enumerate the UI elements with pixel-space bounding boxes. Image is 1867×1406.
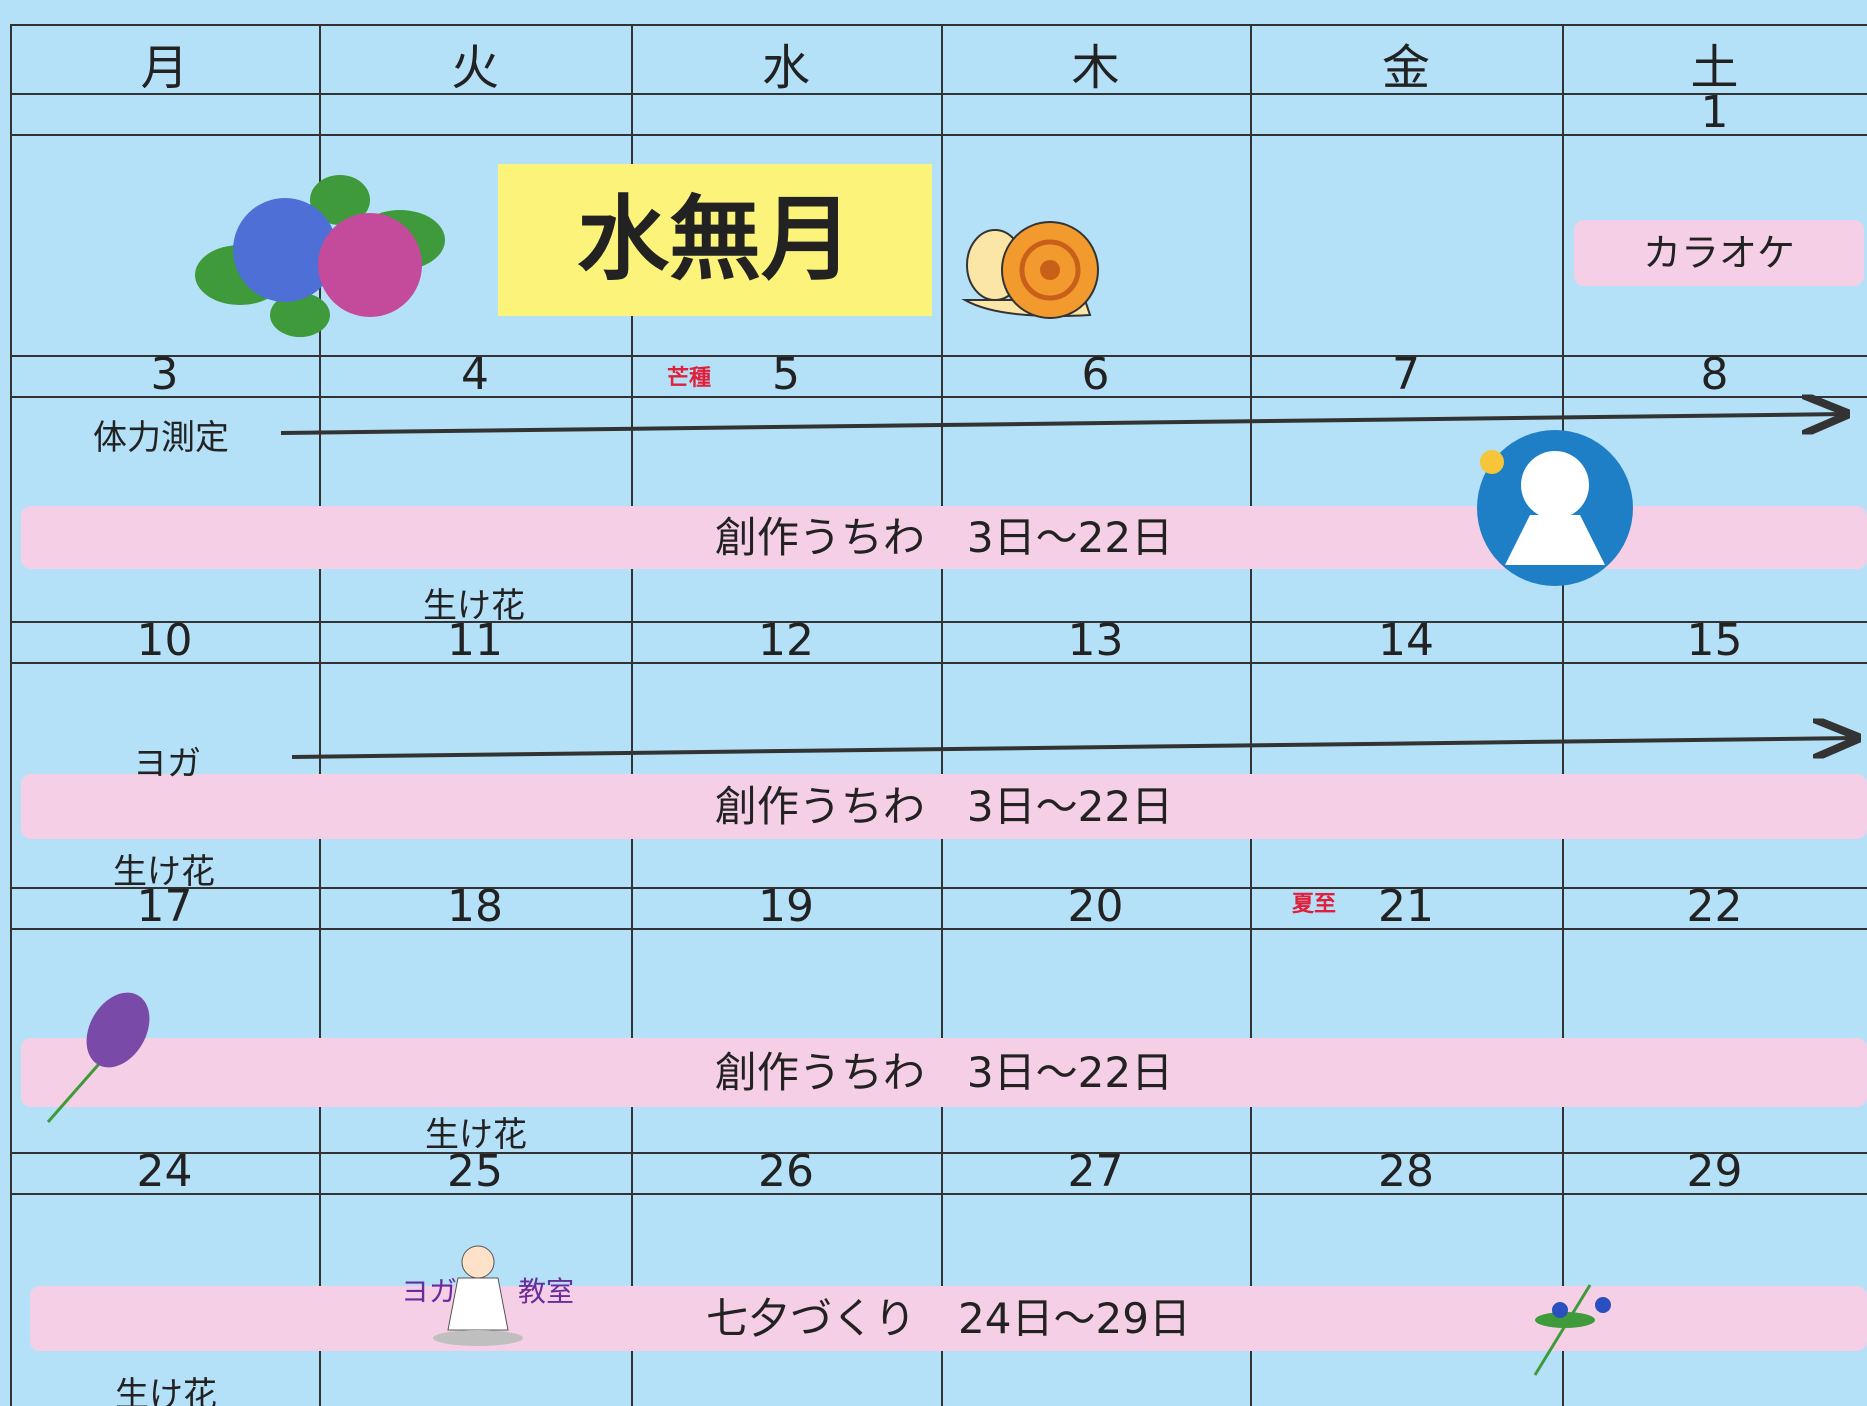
weekday: 土 [1690,40,1739,96]
column-line [319,24,321,1406]
event-banner: 創作うちわ 3日～22日 [21,774,1867,839]
column-line [631,24,633,1406]
row-line [10,355,1867,357]
day-number: 3 [150,349,179,400]
weekday: 木 [1071,40,1120,96]
day-number: 12 [758,615,814,666]
weekday: 月 [140,40,189,96]
karaoke-event: カラオケ [1574,220,1864,286]
day-number: 10 [136,615,193,666]
day-number: 17 [136,881,193,932]
day-number: 19 [758,881,814,932]
row-line [10,396,1867,398]
fitness-label: 体力測定 [93,418,229,458]
day-number: 6 [1081,349,1110,400]
column-line [941,24,943,1406]
ikebana-label: 生け花 [425,1115,527,1155]
row-line [10,928,1867,930]
day-number: 14 [1378,615,1434,666]
row-line [10,134,1867,136]
yoga-arrow [291,738,1857,759]
day-number: 21 [1378,881,1434,932]
day-number: 1 [1700,87,1729,138]
ikebana-label: 生け花 [113,852,215,892]
event-banner: 創作うちわ 3日～22日 [21,1038,1867,1107]
weekday: 火 [450,40,499,96]
day-number: 13 [1067,615,1124,666]
yoga-class-label: 教室 [518,1275,575,1308]
day-number: 18 [447,881,503,932]
day-number: 27 [1067,1146,1124,1197]
row-line [10,621,1867,623]
row-line [10,1193,1867,1195]
yoga-class-label: ヨガ [401,1275,458,1308]
teru-teru-bozu [1477,430,1633,586]
day-number: 28 [1378,1146,1434,1197]
column-line [1250,24,1252,1406]
day-number: 8 [1700,349,1729,400]
weekday: 水 [761,40,810,96]
column-line [1562,24,1564,1406]
day-number: 15 [1686,615,1743,666]
row-line [10,93,1867,95]
row-line [10,24,1867,26]
fitness-arrow [280,414,1846,435]
column-line [10,24,12,1406]
day-number: 11 [447,615,503,666]
lavender [46,992,150,1123]
day-number: 20 [1067,881,1124,932]
day-number: 24 [136,1146,193,1197]
snail [961,221,1099,319]
day-number: 22 [1686,881,1743,932]
day-number: 29 [1686,1146,1743,1197]
solar-term: 夏至 [1292,892,1337,917]
row-line [10,1152,1867,1154]
yoga-label: ヨガ [133,744,201,784]
row-line [10,887,1867,889]
day-number: 7 [1392,349,1420,400]
day-number: 25 [447,1146,503,1197]
yoga-person [433,1245,523,1346]
row-line [10,662,1867,664]
ikebana-label: 生け花 [423,586,525,626]
dayflower [1533,1284,1611,1376]
day-number: 4 [461,349,489,400]
month-title: 水無月 [498,164,932,316]
ikebana-label: 生け花 [115,1375,217,1406]
hydrangea [195,175,445,337]
day-number: 5 [772,349,800,400]
weekday: 金 [1381,40,1430,96]
day-number: 26 [758,1146,814,1197]
solar-term: 芒種 [667,366,712,391]
